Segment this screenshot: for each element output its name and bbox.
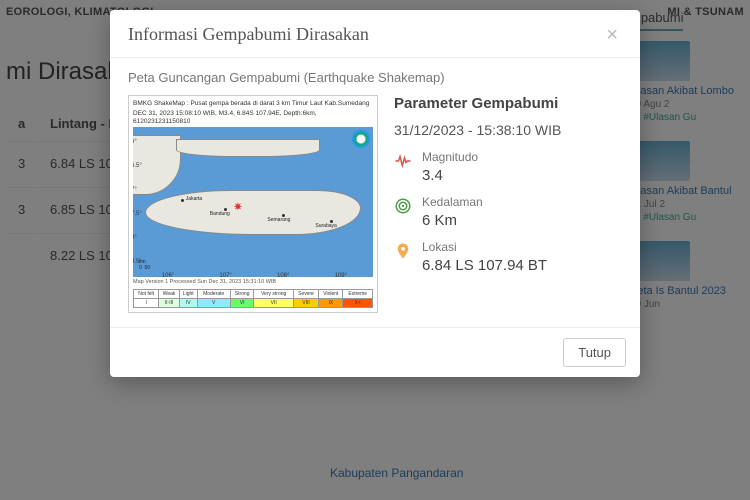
map-subheader: DEC 31, 2023 15:08:10 WIB, M3.4, 6.84S 1…: [133, 110, 373, 126]
earthquake-info-modal: Informasi Gempabumi Dirasakan × Peta Gun…: [110, 10, 640, 377]
modal-body: Peta Guncangan Gempabumi (Earthquake Sha…: [110, 58, 640, 327]
close-button[interactable]: Tutup: [563, 338, 626, 367]
bmkg-logo-icon: [352, 130, 370, 148]
shakemap-caption: Peta Guncangan Gempabumi (Earthquake Sha…: [128, 70, 622, 85]
intensity-scale: Not feltWeakLightModerateStrongVery stro…: [133, 289, 373, 308]
modal-header: Informasi Gempabumi Dirasakan ×: [110, 10, 640, 58]
map-footer: Map Version 1 Processed Sun Dec 31, 2023…: [133, 279, 373, 285]
magnitude-icon: [394, 152, 412, 170]
shakemap-frame: BMKG ShakeMap : Pusat gempa berada di da…: [128, 95, 378, 313]
depth-icon: [394, 197, 412, 215]
param-magnitude: Magnitudo 3.4: [394, 150, 622, 185]
magnitude-label: Magnitudo: [422, 150, 478, 166]
location-icon: [394, 242, 412, 260]
modal-footer: Tutup: [110, 327, 640, 377]
depth-value: 6 Km: [422, 211, 483, 231]
magnitude-value: 3.4: [422, 166, 478, 186]
map-header: BMKG ShakeMap : Pusat gempa berada di da…: [133, 100, 373, 108]
modal-title: Informasi Gempabumi Dirasakan: [128, 24, 369, 45]
shakemap-column: BMKG ShakeMap : Pusat gempa berada di da…: [128, 95, 378, 313]
depth-label: Kedalaman: [422, 195, 483, 211]
close-icon[interactable]: ×: [602, 25, 622, 45]
parameters-column: Parameter Gempabumi 31/12/2023 - 15:38:1…: [394, 95, 622, 313]
param-location: Lokasi 6.84 LS 107.94 BT: [394, 240, 622, 275]
location-label: Lokasi: [422, 240, 547, 256]
param-depth: Kedalaman 6 Km: [394, 195, 622, 230]
parameters-title: Parameter Gempabumi: [394, 95, 622, 112]
event-datetime: 31/12/2023 - 15:38:10 WIB: [394, 122, 622, 138]
shakemap-canvas: ✷ Jakarta Bandung Semarang Surabaya -6° …: [133, 127, 373, 277]
location-value: 6.84 LS 107.94 BT: [422, 256, 547, 276]
epicenter-icon: ✷: [234, 202, 242, 213]
